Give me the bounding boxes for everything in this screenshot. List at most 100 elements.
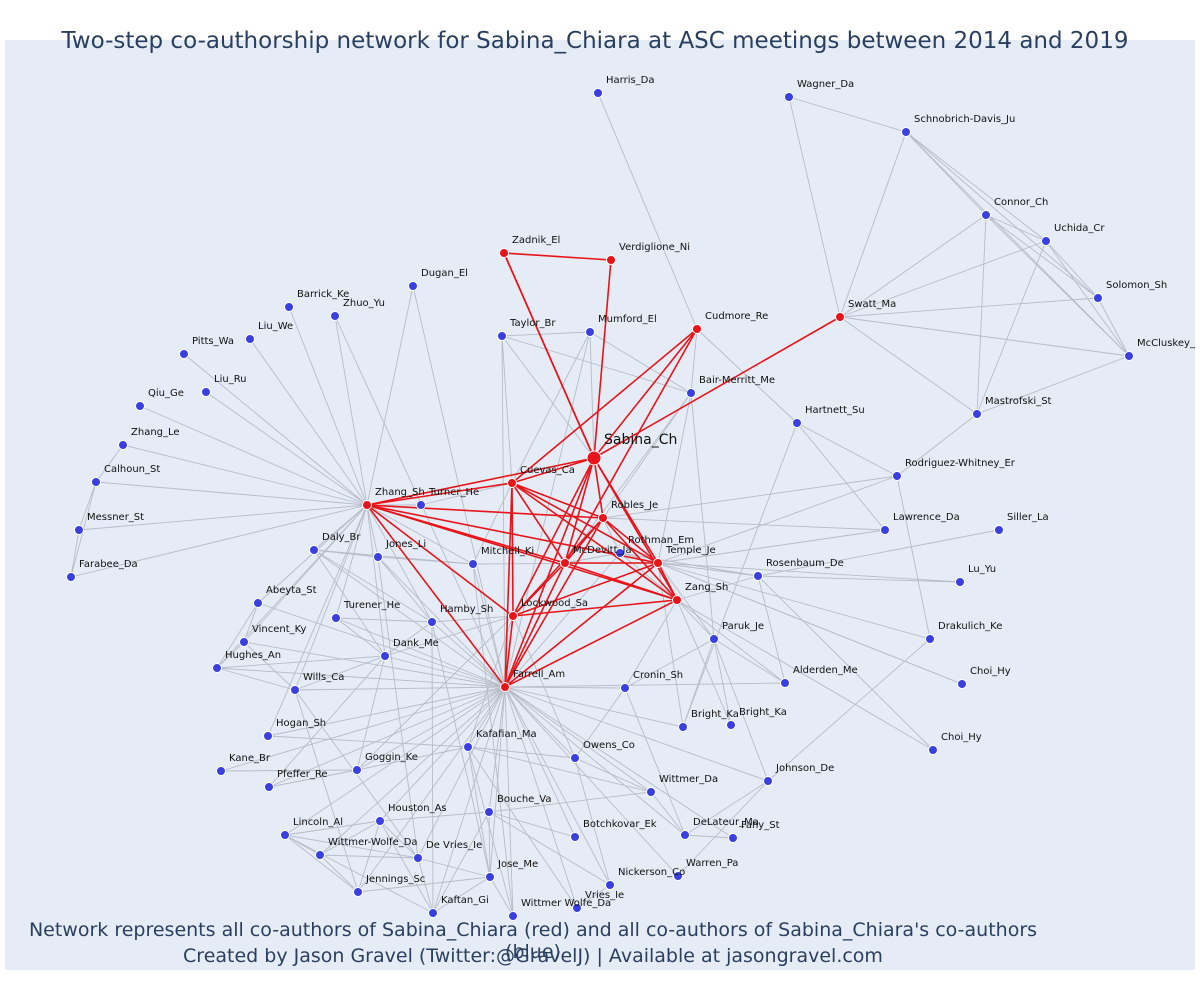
node-jonesli[interactable]: [373, 552, 383, 562]
node-rothman[interactable]: [615, 548, 625, 558]
node-zhangsh[interactable]: [362, 500, 372, 510]
node-schnobrich[interactable]: [901, 127, 911, 137]
edge-zhangsh-liuwe: [249, 338, 368, 506]
node-liuru[interactable]: [201, 387, 211, 397]
node-connor[interactable]: [981, 210, 991, 220]
node-lockwood[interactable]: [508, 611, 518, 621]
node-zang[interactable]: [672, 595, 682, 605]
node-hughes[interactable]: [212, 663, 222, 673]
chart-title: Two-step co-authorship network for Sabin…: [61, 28, 1129, 54]
red-edge-temple-farrell: [504, 562, 659, 688]
node-hamby[interactable]: [427, 617, 437, 627]
node-fahy[interactable]: [728, 833, 738, 843]
node-delateur[interactable]: [680, 830, 690, 840]
node-swatt[interactable]: [835, 312, 845, 322]
node-harris[interactable]: [593, 88, 603, 98]
edge-farrell-dank: [384, 655, 506, 688]
node-turnerhe[interactable]: [416, 500, 426, 510]
node-mastrofski[interactable]: [972, 409, 982, 419]
node-dank[interactable]: [380, 651, 390, 661]
node-messner[interactable]: [74, 525, 84, 535]
node-kaftan[interactable]: [428, 908, 438, 918]
node-bouche[interactable]: [484, 807, 494, 817]
node-alderden[interactable]: [780, 678, 790, 688]
red-edge-cudmore-cuevas: [511, 328, 698, 484]
node-mumford[interactable]: [585, 327, 595, 337]
node-farrell[interactable]: [500, 682, 510, 692]
node-hogan[interactable]: [263, 731, 273, 741]
node-kafafian[interactable]: [463, 742, 473, 752]
node-calhoun[interactable]: [91, 477, 101, 487]
node-jennings[interactable]: [353, 887, 363, 897]
node-pfeffer[interactable]: [264, 782, 274, 792]
node-farabee[interactable]: [66, 572, 76, 582]
node-mcdevitt[interactable]: [560, 558, 570, 568]
node-cudmore[interactable]: [692, 324, 702, 334]
node-daly[interactable]: [309, 545, 319, 555]
edge-daly-farrell: [313, 549, 506, 688]
node-wittmerda[interactable]: [646, 787, 656, 797]
edge-swatt-mastrofski: [839, 316, 978, 415]
edge-farrell-hamby: [431, 621, 506, 688]
edge-schnobrich-solomon: [905, 131, 1099, 299]
node-lincoln[interactable]: [280, 830, 290, 840]
node-rodriguez[interactable]: [892, 471, 902, 481]
node-pitts[interactable]: [179, 349, 189, 359]
node-goggin[interactable]: [352, 765, 362, 775]
node-nickerson[interactable]: [605, 880, 615, 890]
node-vincent[interactable]: [239, 637, 249, 647]
node-wittmerwolfeda1[interactable]: [315, 850, 325, 860]
node-jose[interactable]: [485, 872, 495, 882]
node-mitchell[interactable]: [468, 559, 478, 569]
node-houston[interactable]: [375, 816, 385, 826]
node-dugan[interactable]: [408, 281, 418, 291]
node-taylor[interactable]: [497, 331, 507, 341]
node-temple[interactable]: [653, 558, 663, 568]
node-paruk[interactable]: [709, 634, 719, 644]
node-bairmerritt[interactable]: [686, 388, 696, 398]
node-qiu[interactable]: [135, 401, 145, 411]
node-turenerhe[interactable]: [331, 613, 341, 623]
node-barrick[interactable]: [284, 302, 294, 312]
node-kane[interactable]: [216, 766, 226, 776]
node-botchkovar[interactable]: [570, 832, 580, 842]
node-wagner[interactable]: [784, 92, 794, 102]
node-owens[interactable]: [570, 753, 580, 763]
node-zhuo[interactable]: [330, 311, 340, 321]
node-mccluskey[interactable]: [1124, 351, 1134, 361]
node-zhangle[interactable]: [118, 440, 128, 450]
node-siller[interactable]: [994, 525, 1004, 535]
edge-zhangle-calhoun: [95, 444, 124, 483]
node-sabina[interactable]: [586, 450, 602, 466]
node-hartnett[interactable]: [792, 418, 802, 428]
node-brightka2[interactable]: [726, 720, 736, 730]
node-vriesie[interactable]: [572, 903, 582, 913]
node-johnson[interactable]: [763, 776, 773, 786]
node-solomon[interactable]: [1093, 293, 1103, 303]
node-liuwe[interactable]: [245, 334, 255, 344]
node-verdiglione[interactable]: [606, 255, 616, 265]
edge-zhangsh-liuru: [205, 391, 368, 506]
node-cronin[interactable]: [620, 683, 630, 693]
node-label-rothman: Rothman_Em: [628, 535, 694, 546]
edge-rosenbaum-alderden: [757, 575, 786, 684]
node-brightka1[interactable]: [678, 722, 688, 732]
node-devriesie[interactable]: [413, 853, 423, 863]
node-luyu[interactable]: [955, 577, 965, 587]
node-zadnik[interactable]: [499, 248, 509, 258]
node-wittmerwolfe2[interactable]: [508, 911, 518, 921]
node-robles[interactable]: [598, 513, 608, 523]
node-choihy1[interactable]: [957, 679, 967, 689]
node-wills[interactable]: [290, 685, 300, 695]
edge-mitchell-farrell: [472, 563, 506, 688]
edge-zhangsh-barrick: [288, 306, 368, 506]
node-uchida[interactable]: [1041, 236, 1051, 246]
node-rosenbaum[interactable]: [753, 571, 763, 581]
node-drakulich[interactable]: [925, 634, 935, 644]
node-abeyta[interactable]: [253, 598, 263, 608]
node-warren[interactable]: [673, 871, 683, 881]
node-choihy2[interactable]: [928, 745, 938, 755]
edge-vincent-wills: [243, 641, 296, 691]
node-cuevas[interactable]: [507, 478, 517, 488]
node-lawrence[interactable]: [880, 525, 890, 535]
